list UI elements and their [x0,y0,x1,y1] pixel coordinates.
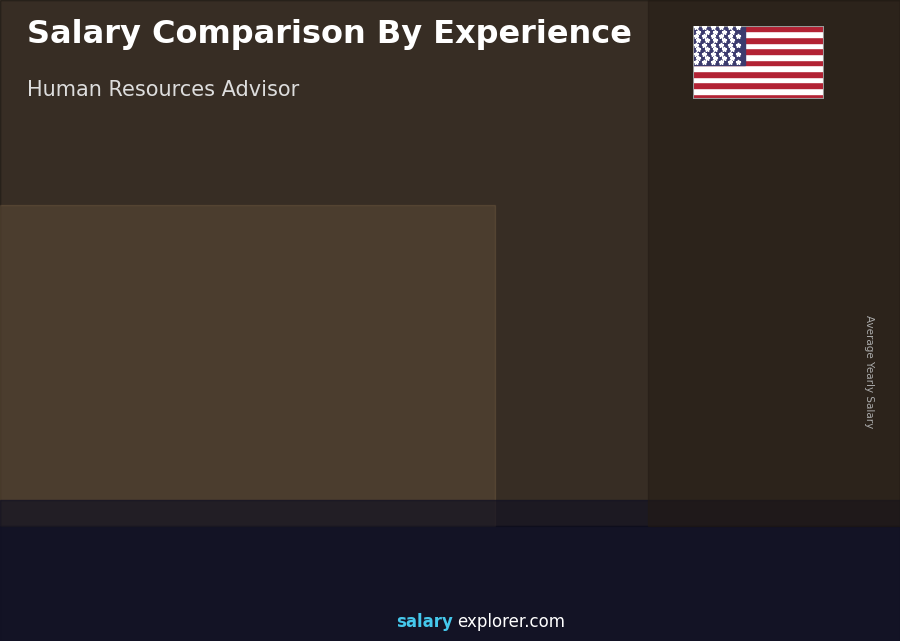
Text: +22%: +22% [390,279,448,297]
Text: Average Yearly Salary: Average Yearly Salary [863,315,874,428]
Bar [195,447,264,450]
Bar [0,526,900,641]
Bar [0,205,495,526]
Bar [326,391,331,564]
Text: 127,000 USD: 127,000 USD [452,335,529,348]
Text: +48%: +48% [259,310,318,328]
Bar [65,476,133,479]
Bar [693,94,824,99]
Text: 52,600 USD: 52,600 USD [64,459,134,472]
Text: explorer.com: explorer.com [457,613,565,631]
Bar [0,0,900,526]
Bar [693,26,745,65]
Bar [693,54,824,60]
Bar [651,334,655,564]
Bar [0,0,900,526]
Text: +34%: +34% [129,378,186,395]
Bar [326,391,394,395]
Bar [693,31,824,37]
Bar [520,353,525,564]
Bar [648,0,900,526]
Bar [693,82,824,88]
Bar [326,391,394,564]
Bar [693,65,824,71]
Bar [693,26,824,31]
Bar [693,43,824,48]
Text: 104,000 USD: 104,000 USD [321,373,399,387]
Text: salary: salary [396,613,453,631]
Bar [718,316,723,564]
Bar [693,48,824,54]
Bar [718,316,786,322]
Bar [258,447,264,564]
Text: 70,200 USD: 70,200 USD [194,429,265,442]
Bar [718,316,786,564]
Bar [588,334,592,564]
Text: Salary Comparison By Experience: Salary Comparison By Experience [27,19,632,50]
Bar [65,476,69,564]
Bar [588,334,655,564]
Bar [0,500,900,641]
Bar [195,447,201,564]
Text: Human Resources Advisor: Human Resources Advisor [27,80,299,100]
Text: +8%: +8% [657,258,703,276]
Text: 149,000 USD: 149,000 USD [714,298,790,312]
Text: +9%: +9% [526,268,572,286]
Bar [588,334,655,340]
Bar [195,447,264,564]
Bar [693,88,824,94]
Bar [781,316,786,564]
Bar [693,37,824,43]
Bar [457,353,462,564]
Bar [457,353,525,358]
Bar [693,77,824,82]
Bar [128,476,133,564]
Bar [693,71,824,77]
Bar [390,391,394,564]
Bar [457,353,525,564]
Text: 138,000 USD: 138,000 USD [583,317,660,329]
Bar [693,60,824,65]
Bar [65,476,133,564]
